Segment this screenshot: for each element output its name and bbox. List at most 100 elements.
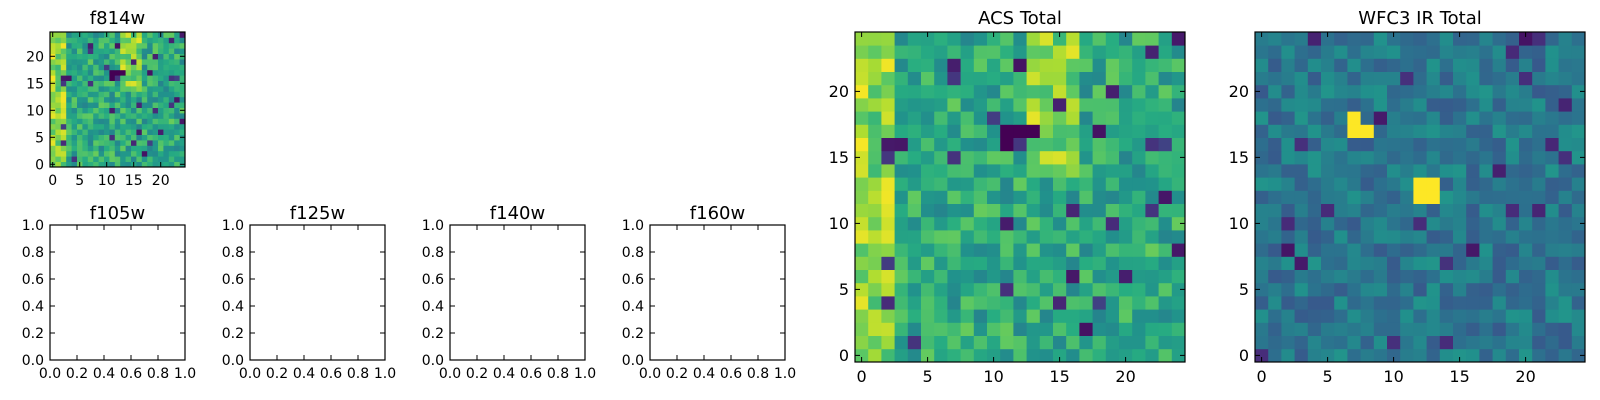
heatmap-cell bbox=[894, 111, 909, 125]
heatmap-cell bbox=[1519, 111, 1533, 125]
heatmap-cell bbox=[1053, 230, 1067, 244]
heatmap-cell bbox=[973, 98, 988, 112]
heatmap-cell bbox=[93, 59, 99, 65]
heatmap-cell bbox=[77, 150, 83, 157]
heatmap-cell bbox=[163, 42, 170, 49]
heatmap-cell bbox=[168, 150, 175, 157]
heatmap-cell bbox=[1466, 230, 1480, 244]
heatmap-cell bbox=[120, 64, 126, 71]
heatmap-cell bbox=[868, 164, 882, 178]
heatmap-cell bbox=[87, 69, 94, 76]
heatmap-cell bbox=[114, 134, 121, 141]
heatmap-cell bbox=[1171, 190, 1186, 204]
heatmap-cell bbox=[1268, 322, 1282, 336]
heatmap-cell bbox=[881, 203, 895, 218]
heatmap-cell bbox=[1360, 150, 1375, 165]
heatmap-cell bbox=[1132, 256, 1146, 270]
heatmap-cell bbox=[1334, 322, 1348, 336]
heatmap-cell bbox=[147, 48, 153, 54]
heatmap-cell bbox=[87, 91, 94, 98]
heatmap-cell bbox=[987, 111, 1001, 125]
heatmap-cell bbox=[104, 64, 110, 71]
heatmap-cell bbox=[1373, 32, 1388, 46]
heatmap-cell bbox=[960, 111, 975, 125]
heatmap-cell bbox=[1119, 335, 1133, 350]
heatmap-cell bbox=[1545, 230, 1559, 244]
heatmap-cell bbox=[1171, 256, 1186, 270]
heatmap-cell bbox=[1479, 164, 1493, 178]
heatmap-cell bbox=[87, 53, 94, 60]
y-tick-label-f814w: 0 bbox=[35, 157, 44, 173]
heatmap-cell bbox=[163, 69, 170, 76]
heatmap-cell bbox=[1347, 282, 1361, 297]
heatmap-cell bbox=[1268, 137, 1282, 152]
heatmap-cell bbox=[1426, 150, 1441, 165]
heatmap-cell bbox=[921, 45, 935, 59]
panel-f125w: f125w 0.0 0.2 0.4 0.6 0.8 1.00.00.20.40.60.81… bbox=[222, 203, 396, 382]
heatmap-cell bbox=[66, 123, 72, 130]
heatmap-cell bbox=[1492, 322, 1507, 336]
heatmap-cell bbox=[1026, 164, 1041, 178]
heatmap-cell bbox=[141, 129, 148, 135]
heatmap-cell bbox=[104, 129, 110, 135]
heatmap-cell bbox=[98, 96, 105, 103]
heatmap-cell bbox=[1013, 111, 1027, 125]
heatmap-cell bbox=[1571, 256, 1586, 270]
heatmap-cell bbox=[1492, 111, 1507, 125]
heatmap-cell bbox=[868, 256, 882, 270]
heatmap-cell bbox=[960, 45, 975, 59]
heatmap-cell bbox=[98, 123, 105, 130]
heatmap-cell bbox=[1281, 150, 1295, 165]
heatmap-cell bbox=[894, 190, 909, 204]
heatmap-cell bbox=[1413, 150, 1427, 165]
heatmap-cell bbox=[1145, 203, 1159, 218]
heatmap-cell bbox=[881, 137, 895, 152]
heatmap-cell bbox=[1092, 45, 1107, 59]
heatmap-cell bbox=[179, 96, 186, 103]
heatmap-cell bbox=[1373, 71, 1388, 86]
heatmap-cell bbox=[87, 134, 94, 141]
heatmap-cell bbox=[77, 113, 83, 119]
heatmap-cell bbox=[1066, 296, 1080, 310]
heatmap-cell bbox=[1571, 84, 1586, 99]
heatmap-cell bbox=[1307, 269, 1322, 284]
heatmap-cell bbox=[1000, 269, 1014, 284]
y-tick-label-f160w: 0.2 bbox=[622, 326, 644, 342]
heatmap-cell bbox=[1387, 282, 1401, 297]
y-tick-label-wfc3-ir-total: 5 bbox=[1239, 280, 1249, 299]
x-tick-label-f125w: 1.0 bbox=[374, 366, 396, 382]
heatmap-cell bbox=[168, 86, 175, 92]
heatmap-cell bbox=[109, 69, 116, 76]
heatmap-cell bbox=[98, 102, 105, 108]
heatmap-cell bbox=[1158, 243, 1173, 257]
heatmap-cell bbox=[1294, 348, 1309, 363]
heatmap-cell bbox=[1532, 348, 1546, 363]
heatmap-cell bbox=[131, 140, 137, 146]
heatmap-cell bbox=[60, 96, 67, 103]
x-tick-label-f160w: 0.2 bbox=[666, 366, 688, 382]
heatmap-cell bbox=[50, 113, 56, 119]
axes-frame-f105w bbox=[49, 224, 186, 361]
heatmap-cell bbox=[1373, 243, 1388, 257]
heatmap-cell bbox=[907, 71, 922, 86]
heatmap-cell bbox=[158, 42, 164, 49]
heatmap-cell bbox=[1092, 84, 1107, 99]
heatmap-cell bbox=[1558, 177, 1573, 191]
heatmap-cell bbox=[1000, 150, 1014, 165]
heatmap-cell bbox=[125, 48, 132, 54]
heatmap-cell bbox=[125, 113, 132, 119]
heatmap-cell bbox=[947, 243, 961, 257]
heatmap-cell bbox=[104, 75, 110, 81]
heatmap-cell bbox=[1426, 296, 1441, 310]
x-tick-label-f125w: 0.6 bbox=[320, 366, 342, 382]
heatmap-cell bbox=[1294, 230, 1309, 244]
heatmap-cell bbox=[109, 118, 116, 125]
heatmap-cell bbox=[152, 64, 159, 71]
heatmap-cell bbox=[1426, 216, 1441, 231]
heatmap-cell bbox=[1347, 296, 1361, 310]
heatmap-cell bbox=[1558, 348, 1573, 363]
heatmap-cell bbox=[960, 309, 975, 323]
heatmap-cell bbox=[1000, 124, 1014, 138]
heatmap-cell bbox=[1000, 335, 1014, 350]
heatmap-cell bbox=[77, 37, 83, 44]
